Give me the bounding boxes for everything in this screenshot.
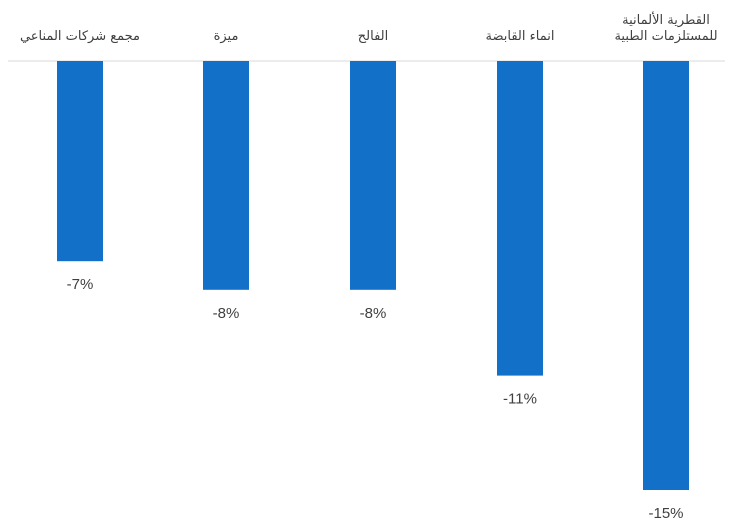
category-label: ميزة [214,29,239,44]
bars-layer [57,61,689,490]
data-label: -15% [648,505,683,522]
data-label: -8% [360,305,387,322]
data-label: -7% [67,276,94,293]
category-label: انماء القابضة [486,29,555,44]
category-label: للمستلزمات الطبية [614,29,717,44]
bar [57,61,103,262]
bar [203,61,249,290]
category-labels: مجمع شركات المناعي ميزة الفالح انماء القابض… [20,11,718,44]
bar [350,61,396,290]
bar [497,61,543,376]
data-label: -11% [503,391,537,408]
category-label: القطرية الألمانية [622,11,710,28]
category-label: الفالح [358,29,388,44]
category-label: مجمع شركات المناعي [20,29,140,44]
value-labels: -7% -8% -8% -11% -15% [67,276,684,522]
bar [643,61,689,490]
data-label: -8% [213,305,240,322]
